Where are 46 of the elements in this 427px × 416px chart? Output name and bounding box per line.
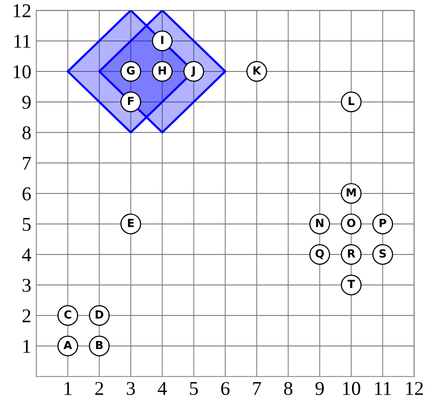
x-tick-label: 2 [95,382,104,395]
data-label: K [253,66,262,74]
y-tick-label: 8 [22,126,31,140]
y-tick-label: 3 [22,278,31,292]
y-tick-label: 6 [22,187,31,200]
y-tick-label: 10 [14,65,31,78]
data-label: G [126,66,135,75]
data-label: E [128,218,134,228]
data-label: F [128,96,134,105]
data-label: M [346,188,356,197]
y-tick-label: 4 [22,248,32,262]
x-tick-label: 6 [221,382,230,396]
x-tick-label: 9 [315,382,324,396]
data-label: L [348,96,354,105]
x-tick-label: 1 [64,382,72,395]
data-label: I [161,36,164,44]
data-label: P [380,218,386,228]
x-tick-label: 10 [343,382,360,396]
y-tick-label: 5 [22,218,31,231]
data-label: C [64,310,72,319]
point [183,61,204,82]
y-tick-label: 9 [22,96,31,109]
data-label: A [64,340,72,350]
data-label: Q [316,249,324,260]
y-tick-label: 2 [22,309,30,322]
data-label: R [348,249,356,258]
data-label: H [158,66,166,74]
data-label: S [379,249,386,258]
y-tick-label: 1 [23,340,30,353]
x-tick-label: 12 [406,382,423,395]
data-label: B [96,340,103,350]
x-tick-label: 7 [253,382,262,395]
data-label: T [347,280,355,288]
x-tick-label: 5 [190,382,198,396]
data-label: N [316,218,324,228]
data-label: J [191,66,195,77]
data-label: D [96,310,104,319]
x-tick-label: 3 [126,382,135,396]
x-tick-label: 8 [284,382,292,396]
data-label: O [347,218,356,228]
y-tick-label: 11 [14,34,30,48]
y-tick-label: 7 [22,156,31,170]
x-tick-label: 4 [158,382,167,395]
y-tick-label: 12 [14,4,30,18]
point [152,30,173,52]
x-tick-label: 11 [375,382,391,395]
